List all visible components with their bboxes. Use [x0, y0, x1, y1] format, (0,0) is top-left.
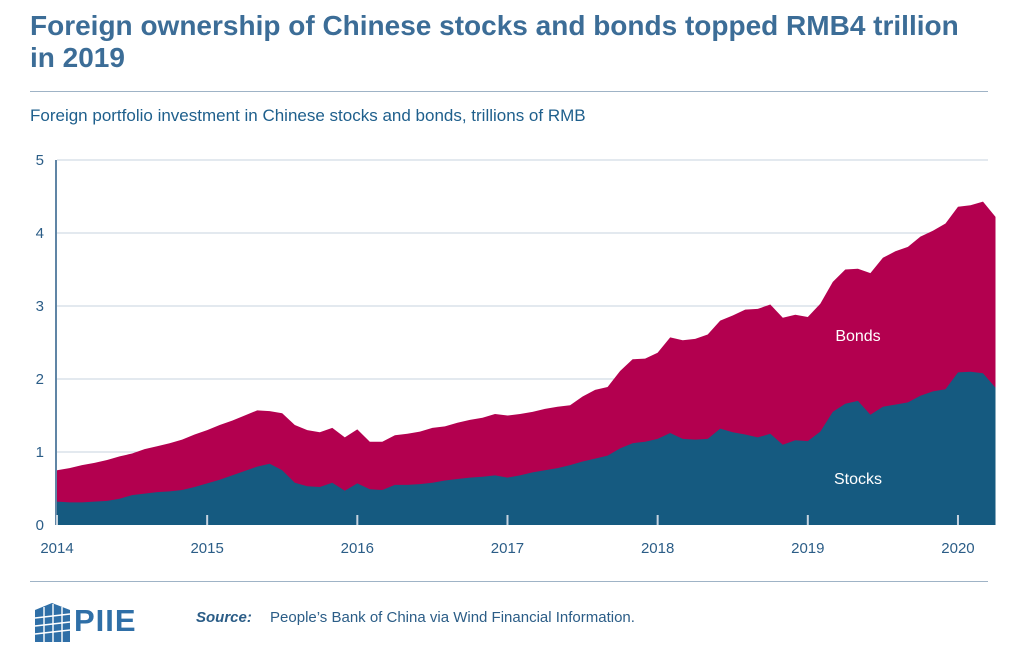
y-tick-label: 1 — [36, 444, 44, 461]
piie-logo: PIIE — [32, 602, 152, 644]
x-tick-label: 2020 — [941, 540, 974, 557]
source-label: Source: — [196, 609, 252, 626]
y-tick-label: 3 — [36, 298, 44, 315]
y-tick-label: 2 — [36, 371, 44, 388]
x-tick-label: 2018 — [641, 540, 674, 557]
x-tick-label: 2016 — [341, 540, 374, 557]
stocks-label: Stocks — [834, 471, 882, 488]
stocks-area — [57, 371, 996, 525]
chart-area: 0 1 2 3 4 5 2014 2015 2016 2017 2018 2019 2020 Bonds S… — [36, 152, 996, 557]
chart-subtitle: Foreign portfolio investment in Chinese … — [30, 106, 586, 125]
bonds-label: Bonds — [835, 328, 880, 345]
source-text: People’s Bank of China via Wind Financia… — [270, 609, 635, 626]
footer-divider — [30, 581, 988, 582]
x-tick-label: 2014 — [40, 540, 73, 557]
y-tick-label: 5 — [36, 152, 44, 169]
y-tick-label: 4 — [36, 225, 44, 242]
x-tick-label: 2015 — [190, 540, 223, 557]
chart-title: Foreign ownership of Chinese stocks and … — [30, 10, 959, 73]
x-tick-label: 2019 — [791, 540, 824, 557]
x-tick-label: 2017 — [491, 540, 524, 557]
title-divider — [30, 91, 988, 92]
building-icon — [34, 603, 71, 642]
y-tick-label: 0 — [36, 517, 44, 534]
logo-text: PIIE — [74, 603, 137, 638]
source-note: Source: People’s Bank of China via Wind … — [196, 609, 635, 626]
